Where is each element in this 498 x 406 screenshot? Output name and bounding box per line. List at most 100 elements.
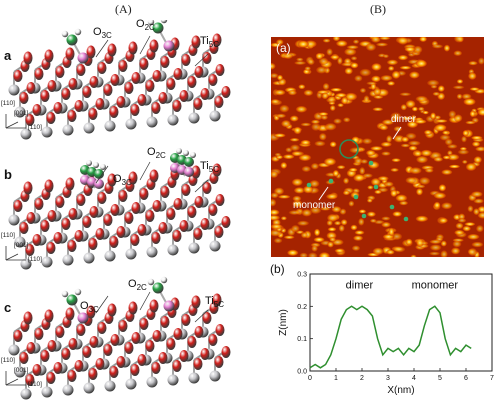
- stm-feature: [440, 201, 453, 210]
- bridging-o-atom: [191, 35, 201, 49]
- stm-feature: [419, 149, 433, 157]
- bridging-o-atom: [128, 41, 138, 55]
- stm-feature: [391, 210, 403, 218]
- stm-feature: [473, 155, 483, 164]
- x-tick-label: 1: [334, 375, 338, 382]
- ti-atom: [104, 380, 116, 392]
- axis-y-a: [001]: [14, 110, 29, 117]
- o-atom: [214, 226, 224, 238]
- stm-feature: [370, 62, 383, 72]
- o-atom: [88, 368, 98, 380]
- o-atom: [32, 234, 42, 246]
- stm-feature: [293, 186, 306, 194]
- stm-feature: [428, 251, 441, 256]
- stm-feature: [343, 47, 358, 57]
- stm-feature: [353, 74, 363, 82]
- o-atom: [124, 82, 134, 94]
- stm-feature: [344, 67, 354, 75]
- x-tick-label: 2: [360, 375, 364, 382]
- stm-feature: [315, 65, 328, 75]
- stm-feature: [359, 87, 367, 94]
- o-atom: [152, 200, 162, 212]
- ti-atom: [62, 124, 74, 136]
- stm-feature: [322, 38, 331, 43]
- stm-feature: [467, 60, 479, 66]
- o-atom: [26, 342, 36, 354]
- o-atom: [158, 352, 168, 364]
- stm-feature: [450, 246, 461, 255]
- stm-feature: [477, 57, 484, 65]
- o-atom: [88, 238, 98, 250]
- stm-feature: [308, 179, 321, 188]
- o-atom: [82, 86, 92, 98]
- o-atom: [74, 100, 84, 112]
- stm-feature: [271, 62, 277, 70]
- stm-feature: [462, 225, 472, 232]
- o-atom: [137, 354, 147, 366]
- o-atom: [194, 196, 204, 208]
- stm-feature: [295, 105, 308, 114]
- stm-feature: [415, 155, 429, 164]
- o-atom: [151, 232, 161, 244]
- o-atom: [139, 318, 149, 330]
- hydrogen-atom: [74, 28, 82, 36]
- o-atom: [181, 314, 191, 326]
- o-atom: [103, 344, 113, 356]
- stm-feature: [287, 209, 302, 216]
- stm-feature: [331, 205, 342, 213]
- stm-feature: [326, 219, 334, 227]
- o-atom: [32, 104, 42, 116]
- o-atom: [74, 360, 84, 372]
- o-atom: [158, 222, 168, 234]
- o-atom: [221, 216, 231, 228]
- stm-feature: [440, 169, 454, 176]
- o-atom: [68, 208, 78, 220]
- adsorbate-marker: [368, 160, 374, 166]
- o-atom: [145, 210, 155, 222]
- stm-feature: [275, 38, 285, 46]
- dimer-circle: [339, 139, 359, 159]
- pointer-line: [139, 291, 151, 311]
- y-tick-label: 0.3: [297, 272, 307, 279]
- o-atom: [19, 352, 29, 364]
- stm-feature: [350, 55, 358, 61]
- stm-feature: [335, 39, 349, 48]
- o-atom: [103, 214, 113, 226]
- stm-texture: [271, 37, 484, 257]
- o-atom: [151, 362, 161, 374]
- stm-feature: [453, 229, 465, 236]
- stm-feature: [382, 53, 390, 59]
- stm-feature: [352, 39, 360, 45]
- profile-svg: 0 1 2 3 4 5 6 7 0.0 0.1 0.2 0.3 X(nm) Z(nm) dimer monom…: [278, 272, 494, 397]
- o-atom: [173, 68, 183, 80]
- o-atom: [131, 332, 141, 344]
- site-label-o3c-c: O3C: [80, 300, 99, 314]
- stm-feature: [453, 37, 465, 44]
- stm-feature: [318, 251, 331, 257]
- adsorbate-marker: [361, 213, 367, 219]
- o-atom: [194, 326, 204, 338]
- stm-feature: [329, 141, 337, 148]
- pointer-line: [95, 39, 109, 58]
- stm-feature: [307, 252, 319, 257]
- o-atom: [110, 204, 120, 216]
- stm-feature: [471, 141, 481, 148]
- o-atom: [181, 54, 191, 66]
- ti-atom: [167, 114, 179, 126]
- axis-z-a: [110]: [1, 100, 15, 107]
- stm-feature: [365, 81, 378, 86]
- stm-feature: [426, 79, 440, 87]
- o-atom: [139, 58, 149, 70]
- stm-feature: [400, 103, 408, 111]
- stm-feature: [462, 129, 470, 137]
- stm-feature: [283, 235, 296, 240]
- profile-dimer-label: dimer: [346, 280, 374, 292]
- stm-feature: [457, 218, 467, 223]
- stm-feature: [337, 102, 345, 108]
- stm-feature: [352, 173, 366, 183]
- stm-feature: [289, 115, 300, 122]
- o-atom: [95, 98, 105, 110]
- o-atom: [194, 66, 204, 78]
- o-atom: [88, 108, 98, 120]
- hydrogen-atom: [93, 162, 99, 168]
